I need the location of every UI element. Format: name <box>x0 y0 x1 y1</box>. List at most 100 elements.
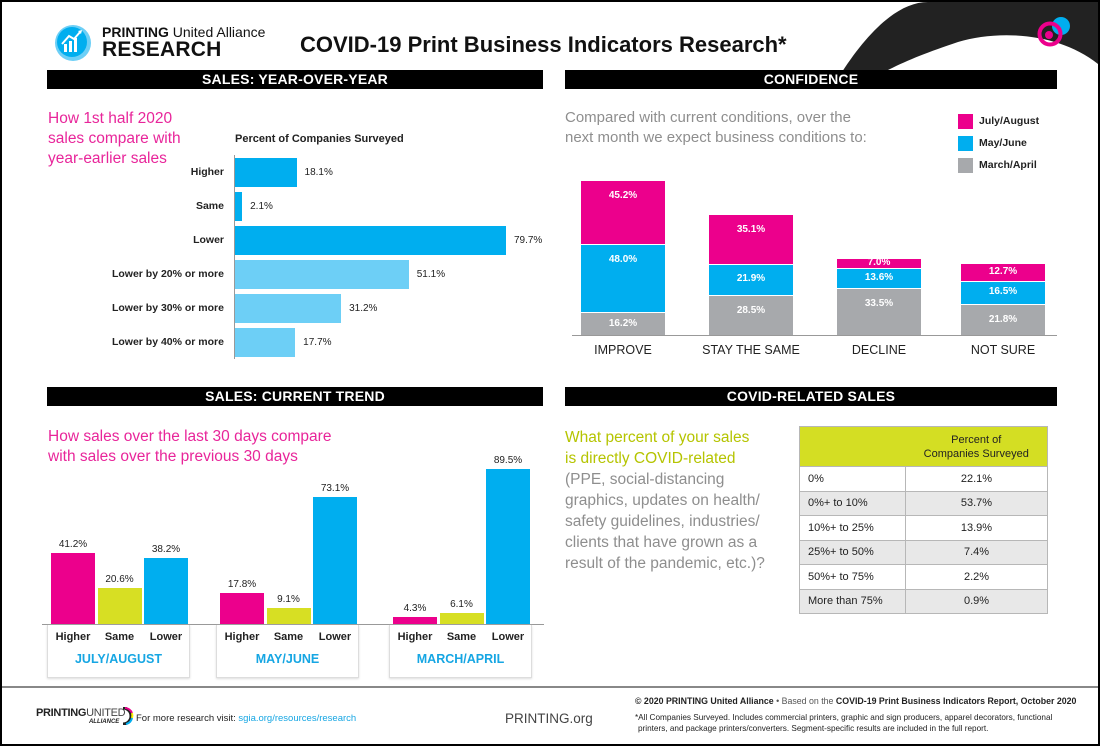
trend-bar-same[interactable] <box>439 613 484 624</box>
yoy-category-label: Same <box>195 200 224 212</box>
yoy-value-label: 17.7% <box>303 337 332 348</box>
trend-question-line: How sales over the last 30 days compare <box>48 428 332 445</box>
yoy-bar[interactable] <box>235 260 409 289</box>
period-label: MAY/JUNE <box>255 652 320 666</box>
confidence-segment-pink[interactable] <box>837 258 921 269</box>
trend-bar-higher[interactable] <box>51 552 95 624</box>
decorative-swoosh <box>842 2 1098 72</box>
yoy-question: How 1st half 2020 sales compare with yea… <box>48 109 181 169</box>
confidence-baseline <box>572 335 1057 336</box>
confidence-question: Compared with current conditions, over t… <box>565 108 867 148</box>
confidence-segment-gray[interactable] <box>837 287 921 335</box>
trend-category-label: Higher <box>224 631 260 643</box>
yoy-bar[interactable] <box>235 192 243 221</box>
table-cell-range: 50%+ to 75% <box>799 564 906 590</box>
yoy-bar[interactable] <box>235 328 296 357</box>
legend-label: July/August <box>979 115 1040 127</box>
yoy-value-label: 51.1% <box>416 269 446 280</box>
table-cell-value: 13.9% <box>905 515 1048 541</box>
footer-research: For more research visit: sgia.org/resour… <box>136 713 356 724</box>
yoy-value-label: 79.7% <box>513 235 543 246</box>
confidence-value-label: 28.5% <box>736 304 766 316</box>
covid-sales-table: Percent of Companies Surveyed 0% 22.1% 0%… <box>799 426 1048 614</box>
yoy-category-label: Higher <box>190 166 224 178</box>
table-row: 0% 22.1% <box>799 466 1048 492</box>
table-cell-value: 0.9% <box>905 588 1048 614</box>
page-title: COVID-19 Print Business Indicators Resea… <box>300 32 787 57</box>
confidence-segment-blue[interactable] <box>837 268 921 288</box>
footer-site[interactable]: PRINTING.org <box>505 711 593 726</box>
footer-logo-united: UNITED <box>86 706 126 719</box>
table-cell-value: 7.4% <box>905 539 1048 565</box>
period-label: MARCH/APRIL <box>416 652 505 666</box>
research-logo: PRINTING United Alliance RESEARCH <box>52 22 265 62</box>
table-header-percent: Percent of Companies Surveyed <box>905 426 1048 467</box>
trend-bar-lower[interactable] <box>486 468 530 624</box>
period-box <box>216 625 359 678</box>
research-link[interactable]: sgia.org/resources/research <box>238 713 357 724</box>
legend-item: March/April <box>958 154 1039 176</box>
trend-value-label: 41.2% <box>58 538 88 550</box>
table-cell-range: 0%+ to 10% <box>799 490 906 516</box>
trend-bar-higher[interactable] <box>393 616 437 624</box>
trend-value-label: 89.5% <box>493 454 523 466</box>
table-row: 0%+ to 10% 53.7% <box>799 490 1048 516</box>
yoy-category-label: Lower by 40% or more <box>111 336 224 348</box>
confidence-segment-gray[interactable] <box>709 294 793 335</box>
trend-bar-lower[interactable] <box>144 557 188 624</box>
yoy-bar[interactable] <box>235 226 506 255</box>
yoy-question-line: sales compare with <box>48 130 181 147</box>
trend-bar-same[interactable] <box>97 588 142 624</box>
confidence-segment-gray[interactable] <box>581 312 665 335</box>
trend-bar-same[interactable] <box>266 608 311 624</box>
trend-bar-lower[interactable] <box>313 497 357 624</box>
table-cell-range: More than 75% <box>799 588 906 614</box>
chart-growth-icon <box>55 25 91 61</box>
confidence-category-label: NOT SURE <box>970 343 1036 357</box>
confidence-legend: July/August May/June March/April <box>958 110 1039 176</box>
yoy-question-line: How 1st half 2020 <box>48 110 173 127</box>
legend-label: May/June <box>979 137 1027 149</box>
covid-question-line: What percent of your sales <box>565 429 750 446</box>
confidence-question-line: next month we expect business conditions… <box>565 129 867 146</box>
table-row: 50%+ to 75% 2.2% <box>799 564 1048 590</box>
table-row: 25%+ to 50% 7.4% <box>799 539 1048 565</box>
trend-bar-higher[interactable] <box>220 593 264 624</box>
covid-question: What percent of your sales is directly C… <box>565 427 795 574</box>
confidence-value-label: 35.1% <box>736 223 766 235</box>
trend-category-label: Same <box>104 631 135 643</box>
yoy-category-label: Lower <box>193 234 224 246</box>
period-box <box>47 625 190 678</box>
trend-value-label: 20.6% <box>105 574 134 586</box>
trend-value-label: 9.1% <box>277 594 300 606</box>
confidence-segment-pink[interactable] <box>709 213 793 264</box>
confidence-category-label: STAY THE SAME <box>702 343 800 357</box>
trend-category-label: Same <box>446 631 477 643</box>
confidence-value-label: 13.6% <box>864 271 894 283</box>
covid-question-detail: graphics, updates on health/ <box>565 492 760 509</box>
confidence-segment-pink[interactable] <box>581 179 665 245</box>
confidence-category-label: DECLINE <box>851 343 907 357</box>
yoy-bar[interactable] <box>235 158 297 187</box>
confidence-segment-blue[interactable] <box>961 280 1045 305</box>
confidence-segment-blue[interactable] <box>581 244 665 313</box>
trend-category-label: Lower <box>318 631 352 643</box>
confidence-category-label: IMPROVE <box>594 343 652 357</box>
legend-swatch-blue <box>958 135 973 151</box>
confidence-segment-gray[interactable] <box>961 304 1045 335</box>
table-cell-value: 53.7% <box>905 490 1048 516</box>
footer-note-line: printers, and package printers/converter… <box>638 724 989 733</box>
trend-value-label: 6.1% <box>450 599 473 611</box>
trend-category-label: Higher <box>397 631 433 643</box>
target-ring-icon <box>1037 21 1063 47</box>
footer-note-line: *All Companies Surveyed. Includes commer… <box>635 713 1053 722</box>
confidence-value-label: 16.5% <box>988 286 1018 298</box>
yoy-bar[interactable] <box>235 294 342 323</box>
confidence-segment-blue[interactable] <box>709 263 793 295</box>
confidence-value-label: 12.7% <box>988 265 1018 277</box>
confidence-segment-pink[interactable] <box>961 262 1045 281</box>
period-box <box>389 625 532 678</box>
confidence-value-label: 33.5% <box>864 297 894 309</box>
table-cell-value: 22.1% <box>905 466 1048 492</box>
